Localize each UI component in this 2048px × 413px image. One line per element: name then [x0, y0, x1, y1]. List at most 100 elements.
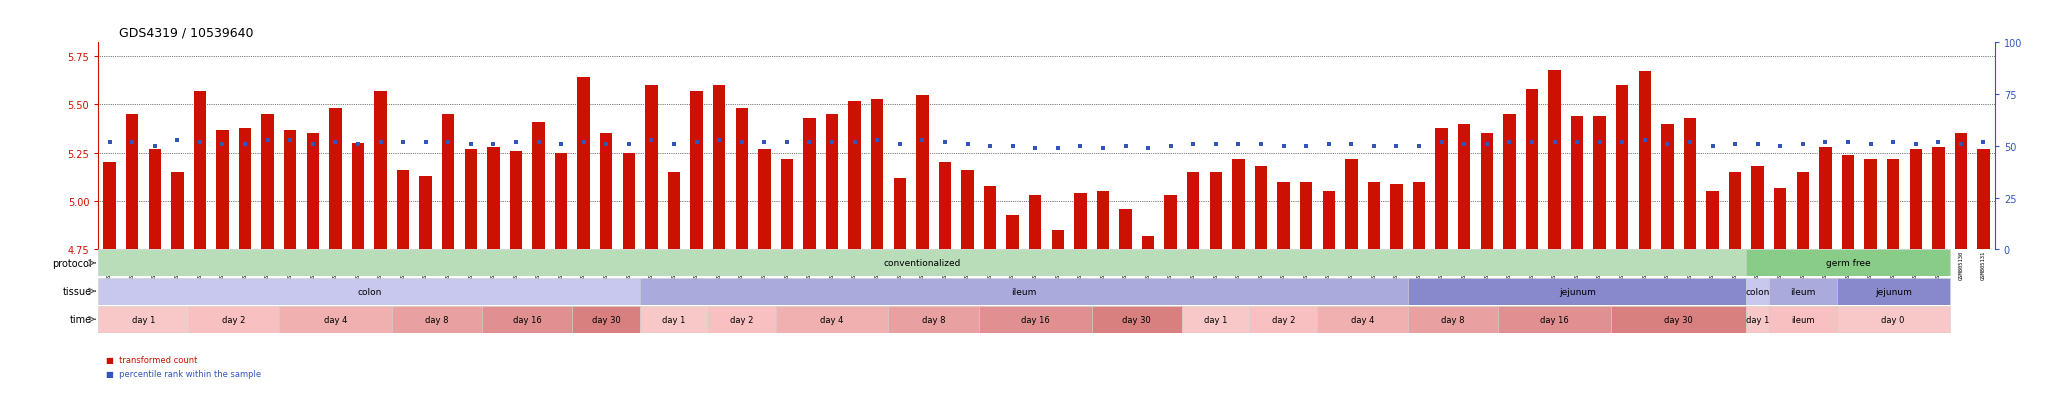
Text: day 30: day 30 [592, 315, 621, 324]
Text: ■  percentile rank within the sample: ■ percentile rank within the sample [106, 369, 262, 378]
Bar [713, 86, 725, 250]
Bar [641, 306, 709, 333]
Text: day 1: day 1 [662, 315, 686, 324]
Point [1380, 143, 1413, 150]
Bar [172, 173, 184, 250]
Text: day 1: day 1 [1747, 315, 1769, 324]
Bar [1233, 159, 1245, 250]
Point [1538, 139, 1571, 146]
Bar [1747, 306, 1769, 333]
Point [1718, 141, 1751, 148]
Bar [1028, 196, 1042, 250]
Point [1087, 145, 1120, 152]
Point [1944, 141, 1976, 148]
Bar [1593, 117, 1606, 250]
Text: day 8: day 8 [1442, 315, 1464, 324]
Text: ileum: ileum [1790, 287, 1815, 296]
Point [1245, 141, 1278, 148]
Bar [690, 92, 702, 250]
Bar [420, 176, 432, 250]
Bar [893, 178, 905, 250]
Bar [1819, 147, 1831, 250]
Bar [1841, 155, 1853, 250]
Bar [1503, 115, 1516, 250]
Bar [1837, 306, 1950, 333]
Point [1853, 141, 1886, 148]
Bar [1976, 150, 1991, 250]
Point [229, 141, 262, 148]
Bar [1706, 192, 1718, 250]
Bar [578, 78, 590, 250]
Bar [1391, 184, 1403, 250]
Bar [1188, 173, 1200, 250]
Point [612, 141, 645, 148]
Point [815, 139, 848, 146]
Bar [1886, 159, 1898, 250]
Bar [1165, 196, 1178, 250]
Bar [1954, 134, 1966, 250]
Point [1786, 141, 1819, 148]
Bar [1864, 159, 1876, 250]
Bar [1006, 215, 1018, 250]
Point [1470, 141, 1503, 148]
Bar [1638, 72, 1651, 250]
Bar [776, 306, 889, 333]
Bar [188, 306, 279, 333]
Bar [510, 152, 522, 250]
Bar [1909, 150, 1921, 250]
Text: day 8: day 8 [922, 315, 946, 324]
Point [455, 141, 487, 148]
Bar [1751, 167, 1763, 250]
Bar [780, 159, 793, 250]
Text: conventionalized: conventionalized [883, 259, 961, 268]
Point [342, 141, 375, 148]
Bar [735, 109, 748, 250]
Bar [98, 278, 641, 305]
Bar [1120, 209, 1133, 250]
Point [207, 141, 240, 148]
Point [635, 137, 668, 144]
Bar [1747, 278, 1769, 305]
Bar [532, 123, 545, 250]
Bar [1769, 278, 1837, 305]
Point [184, 139, 217, 146]
Bar [1182, 306, 1249, 333]
Bar [1481, 134, 1493, 250]
Bar [481, 306, 571, 333]
Text: day 16: day 16 [512, 315, 541, 324]
Bar [442, 115, 455, 250]
Point [1042, 145, 1075, 152]
Text: tissue: tissue [61, 286, 92, 297]
Point [297, 141, 330, 148]
Text: time: time [70, 314, 92, 325]
Bar [709, 306, 776, 333]
Point [1808, 139, 1841, 146]
Bar [1255, 167, 1268, 250]
Bar [1346, 159, 1358, 250]
Bar [848, 101, 860, 250]
Point [1200, 141, 1233, 148]
Point [770, 139, 803, 146]
Bar [98, 250, 1747, 277]
Point [1876, 139, 1909, 146]
Point [995, 143, 1028, 150]
Bar [1249, 306, 1317, 333]
Bar [465, 150, 477, 250]
Bar [102, 163, 117, 250]
Point [1606, 139, 1638, 146]
Bar [240, 128, 252, 250]
Bar [889, 306, 979, 333]
Bar [195, 92, 207, 250]
Point [1178, 141, 1210, 148]
Bar [938, 163, 950, 250]
Bar [1368, 182, 1380, 250]
Text: day 16: day 16 [1020, 315, 1051, 324]
Bar [262, 115, 274, 250]
Bar [1616, 86, 1628, 250]
Point [1313, 141, 1346, 148]
Point [500, 139, 532, 146]
Bar [1774, 188, 1786, 250]
Bar [641, 278, 1407, 305]
Bar [127, 115, 139, 250]
Bar [1436, 128, 1448, 250]
